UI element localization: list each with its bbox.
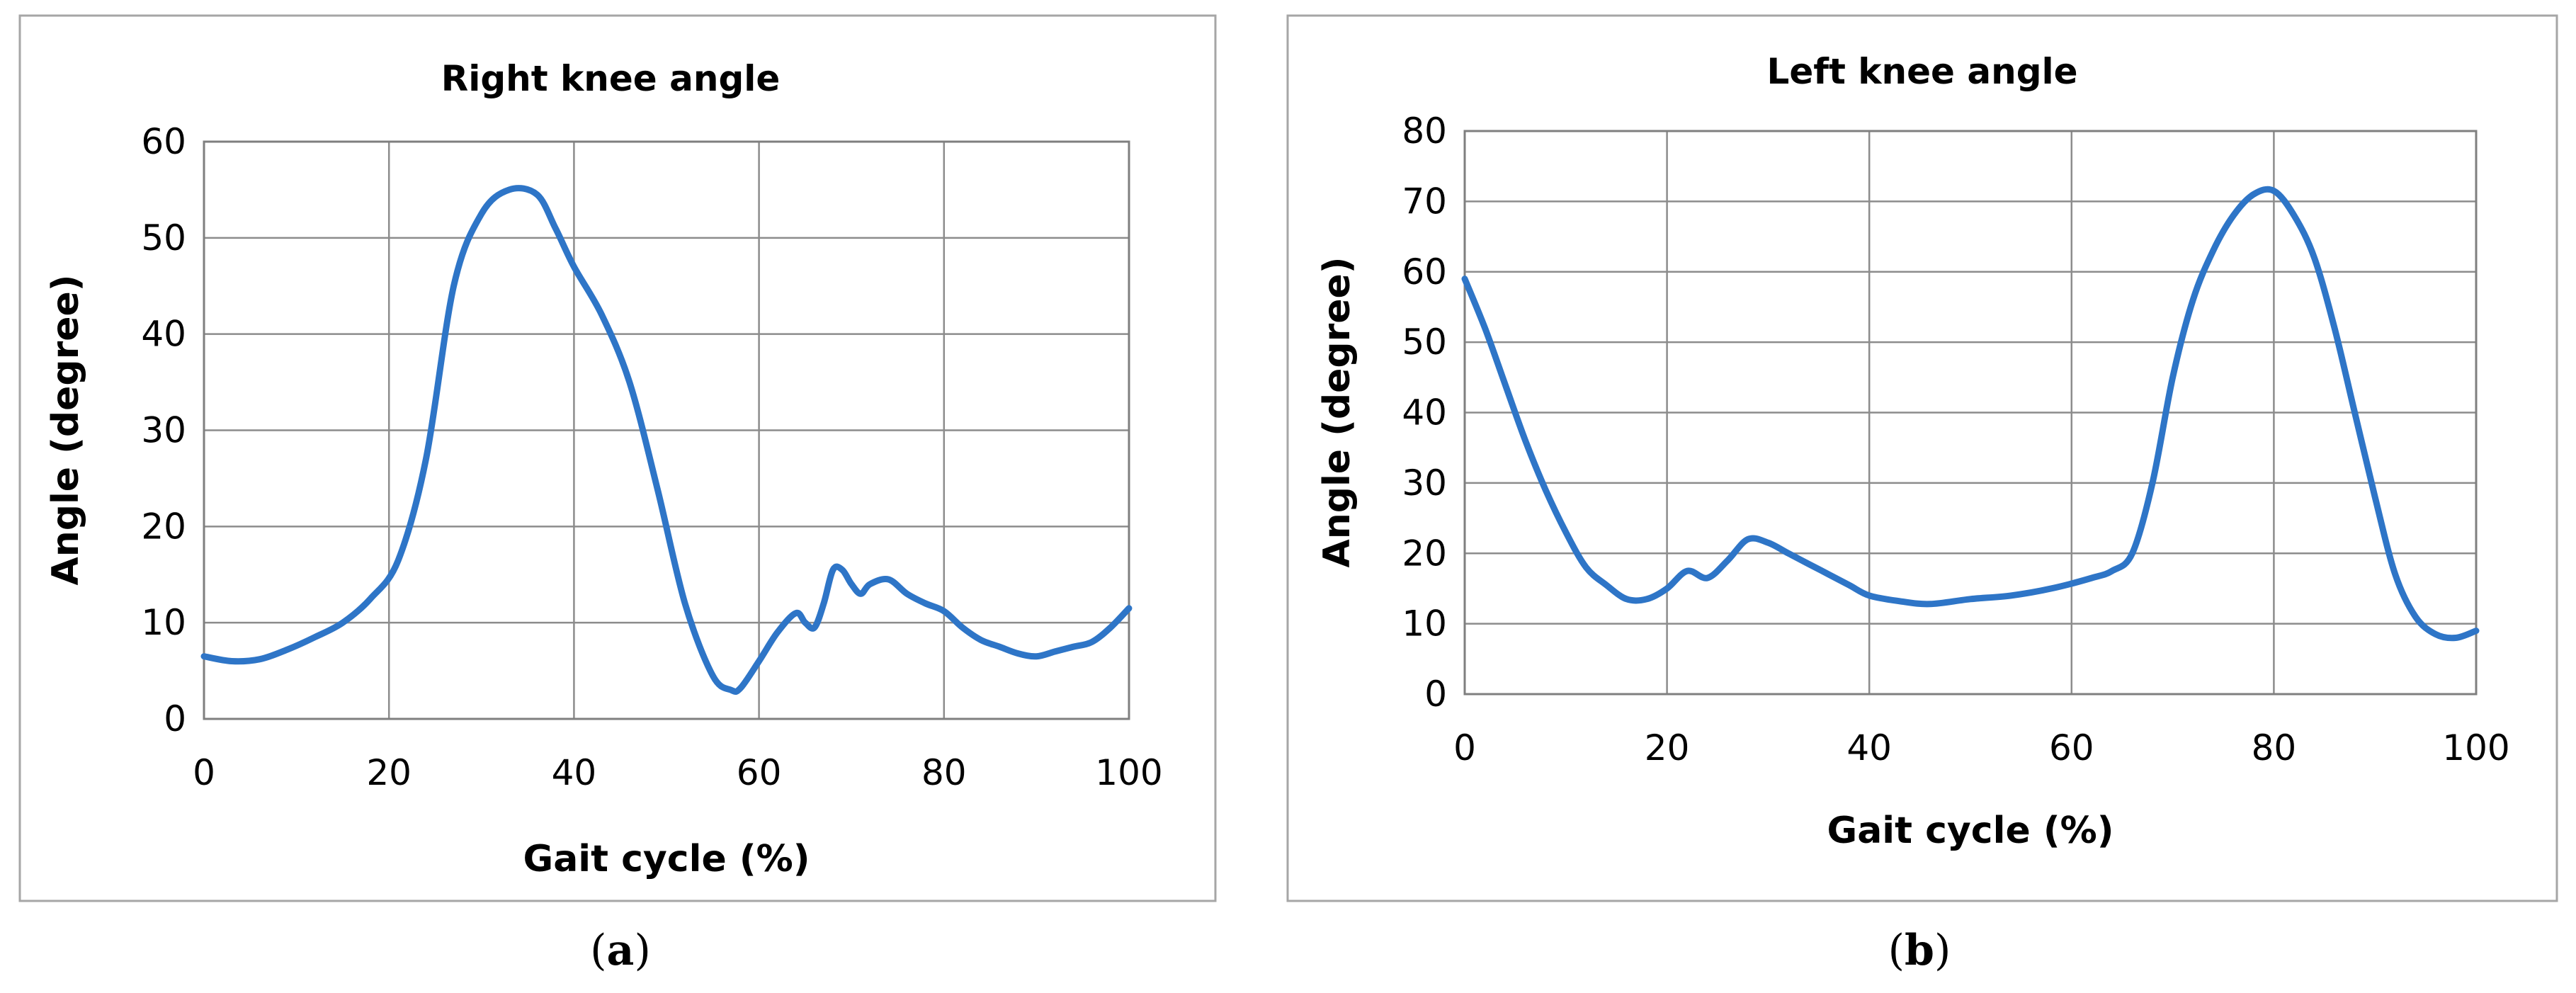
panel-b-title: Left knee angle bbox=[1766, 51, 2077, 92]
panel-a-y-tick-label-5: 50 bbox=[141, 217, 186, 259]
panel-b-y-tick-label-6: 60 bbox=[1402, 251, 1447, 293]
panel-b-plot-area bbox=[1463, 130, 2478, 696]
panel-a-series-line bbox=[200, 185, 1133, 696]
panel-a-caption: (a) bbox=[590, 926, 651, 975]
panel-b-y-tick-label-7: 70 bbox=[1402, 181, 1447, 222]
panel-a-plot-area bbox=[203, 140, 1130, 720]
panel-a-y-tick-label-3: 30 bbox=[141, 410, 186, 451]
panel-a-x-tick-label-4: 80 bbox=[921, 752, 967, 793]
panel-a: Right knee angle 0 10 20 30 40 50 60 0 20 40 60 80… bbox=[18, 14, 1217, 975]
panel-a-x-tick-label-3: 60 bbox=[737, 752, 782, 793]
panel-a-x-axis-title: Gait cycle (%) bbox=[523, 838, 810, 880]
panel-b-x-ticks: 0 20 40 60 80 100 bbox=[1453, 727, 2510, 768]
panel-b-y-ticks: 0 10 20 30 40 50 60 70 80 bbox=[1402, 110, 1447, 715]
panel-b-y-tick-label-5: 50 bbox=[1402, 322, 1447, 363]
panel-a-y-tick-label-0: 0 bbox=[164, 698, 186, 739]
panel-a-x-ticks: 0 20 40 60 80 100 bbox=[193, 752, 1163, 793]
panel-a-x-tick-label-1: 20 bbox=[366, 752, 412, 793]
panel-a-y-tick-label-4: 40 bbox=[141, 314, 186, 355]
panel-b-y-tick-label-1: 10 bbox=[1402, 603, 1447, 645]
panel-b-x-tick-label-4: 80 bbox=[2252, 727, 2297, 768]
panel-a-caption-letter: a bbox=[607, 926, 635, 975]
panel-a-gridlines bbox=[204, 142, 1129, 719]
panel-a-y-axis-title: Angle (degree) bbox=[45, 274, 87, 585]
panel-b-gridlines bbox=[1465, 131, 2476, 694]
panel-b-caption-letter: b bbox=[1905, 926, 1934, 975]
panel-a-y-tick-label-6: 60 bbox=[141, 121, 186, 162]
panel-b-x-tick-label-1: 20 bbox=[1645, 727, 1690, 768]
panel-b-x-tick-label-2: 40 bbox=[1846, 727, 1892, 768]
panel-b-y-tick-label-3: 30 bbox=[1402, 463, 1447, 504]
panel-b-series-line bbox=[1461, 186, 2480, 642]
panel-b-x-tick-label-5: 100 bbox=[2442, 727, 2509, 768]
panel-a-y-tick-label-1: 10 bbox=[141, 602, 186, 643]
panel-a-y-tick-label-2: 20 bbox=[141, 506, 186, 547]
panel-b-y-tick-label-4: 40 bbox=[1402, 392, 1447, 433]
panel-b-x-tick-label-3: 60 bbox=[2049, 727, 2094, 768]
panel-b-y-tick-label-2: 20 bbox=[1402, 533, 1447, 574]
panel-b-y-tick-label-8: 80 bbox=[1402, 110, 1447, 152]
panel-a-x-tick-label-2: 40 bbox=[552, 752, 597, 793]
panel-a-x-tick-label-0: 0 bbox=[193, 752, 215, 793]
panel-b-x-tick-label-0: 0 bbox=[1453, 727, 1476, 768]
panel-b-x-axis-title: Gait cycle (%) bbox=[1827, 810, 2114, 852]
panel-b-y-axis-title: Angle (degree) bbox=[1316, 256, 1358, 567]
panel-a-frame bbox=[18, 14, 1217, 902]
panel-a-x-tick-label-5: 100 bbox=[1095, 752, 1162, 793]
panel-b-frame bbox=[1286, 14, 2558, 902]
panel-b: Left knee angle 0 10 20 30 40 50 60 70 80 0 20 40 6… bbox=[1286, 14, 2558, 975]
panel-b-caption: (b) bbox=[1888, 926, 1951, 975]
panel-b-y-tick-label-0: 0 bbox=[1424, 674, 1447, 715]
panel-a-y-ticks: 0 10 20 30 40 50 60 bbox=[141, 121, 186, 739]
panel-a-title: Right knee angle bbox=[441, 58, 781, 99]
